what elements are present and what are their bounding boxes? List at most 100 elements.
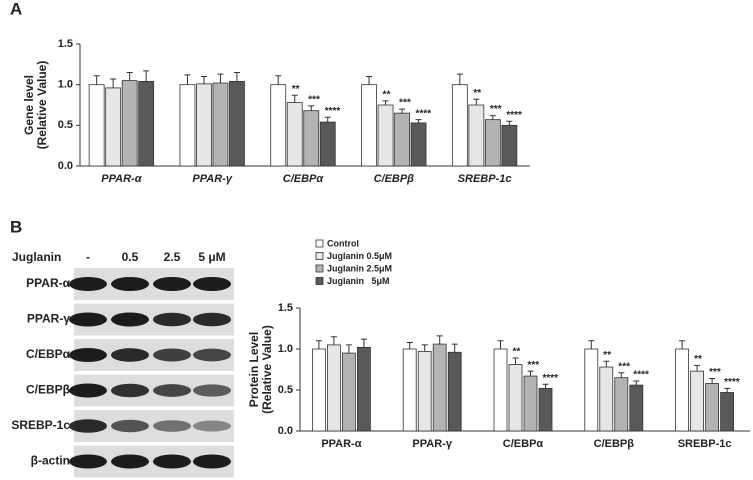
error-bar (473, 98, 480, 105)
significance: **** (724, 377, 740, 388)
error-bar (360, 338, 367, 348)
legend-label: Control (327, 238, 359, 248)
error-bar (366, 76, 373, 85)
bar (311, 348, 326, 432)
error-bar (330, 336, 337, 345)
bar (501, 124, 518, 167)
error-bar (275, 75, 282, 85)
error-bar (436, 335, 443, 345)
bar (402, 348, 417, 432)
error-bar (542, 383, 549, 389)
band (153, 312, 191, 327)
significance: *** (528, 360, 540, 371)
bar (361, 84, 377, 167)
y-axis-label: Protein Level (247, 332, 261, 407)
lane-label: - (86, 250, 90, 264)
error-bar (421, 344, 428, 352)
error-bar (93, 75, 100, 85)
bar (319, 121, 336, 167)
legend-swatch (315, 252, 324, 260)
error-bar (489, 115, 496, 120)
error-bar (694, 364, 701, 372)
bar (523, 375, 538, 432)
error-bar (633, 380, 640, 386)
significance: **** (416, 108, 432, 119)
error-bar (588, 340, 595, 349)
legend-label: Juglanin 5μM (327, 276, 390, 286)
blot-row-label: C/EBPβ (26, 383, 70, 397)
significance: ** (603, 350, 611, 361)
band (111, 454, 149, 469)
legend-label: Juglanin 2.5μM (327, 263, 392, 273)
bar (341, 352, 356, 432)
error-bar (217, 73, 224, 84)
y-tick-label: 1.5 (58, 38, 73, 50)
error-bar (679, 340, 686, 349)
error-bar (406, 341, 413, 349)
significance: ** (473, 88, 481, 99)
error-bar (709, 378, 716, 384)
band (193, 277, 231, 291)
band (193, 420, 231, 432)
bar (447, 351, 462, 432)
significance: ** (694, 354, 702, 365)
error-bar (618, 372, 625, 378)
band (69, 348, 107, 362)
bar (303, 110, 320, 167)
bar (212, 82, 229, 167)
error-bar (512, 357, 519, 365)
error-bar (456, 73, 463, 85)
band (111, 419, 149, 433)
significance: *** (308, 94, 320, 105)
y-tick-label: 0.5 (278, 384, 293, 396)
bar (599, 366, 614, 432)
lane-label: 0.5 (122, 250, 139, 264)
bar (356, 346, 371, 432)
bar (270, 84, 287, 167)
error-bar (143, 70, 150, 82)
x-tick-label: PPAR-γ (192, 173, 232, 185)
error-bar (451, 343, 458, 353)
legend-swatch (315, 277, 324, 285)
bar (720, 392, 734, 432)
y-tick-label: 0.0 (58, 160, 73, 172)
blot-row-label: SREBP-1c (11, 418, 70, 432)
bar (394, 112, 410, 167)
blot-header: Juglanin (12, 250, 61, 264)
significance: *** (709, 367, 721, 378)
panel-label: A (10, 0, 22, 18)
error-bar (603, 360, 610, 368)
band (193, 348, 231, 362)
band (111, 312, 149, 327)
band (153, 454, 191, 469)
error-bar (527, 370, 534, 377)
bar (675, 348, 689, 432)
significance: ** (292, 84, 300, 95)
band (111, 348, 149, 362)
blot-row-label: PPAR-γ (27, 312, 70, 326)
band (153, 277, 191, 291)
y-axis-label: (Relative Value) (260, 325, 274, 414)
panel-label: B (10, 217, 22, 236)
x-tick-label: C/EBPβ (594, 438, 635, 450)
y-tick-label: 1.0 (58, 79, 73, 91)
significance: **** (633, 370, 649, 381)
bar (229, 81, 245, 167)
x-tick-label: C/EBPα (283, 173, 325, 185)
x-tick-label: C/EBPα (503, 438, 544, 450)
blot-row-label: β-actin (31, 454, 70, 468)
band (111, 277, 149, 291)
y-tick-label: 0.0 (278, 425, 293, 437)
x-tick-label: C/EBPβ (374, 173, 415, 185)
significance: *** (618, 361, 630, 372)
bar (179, 84, 196, 167)
error-bar (291, 94, 298, 103)
error-bar (415, 119, 422, 123)
band (193, 312, 231, 327)
error-bar (233, 71, 240, 82)
error-bar (315, 340, 322, 349)
bar (484, 119, 501, 167)
lane-label: 5 μM (198, 250, 225, 264)
